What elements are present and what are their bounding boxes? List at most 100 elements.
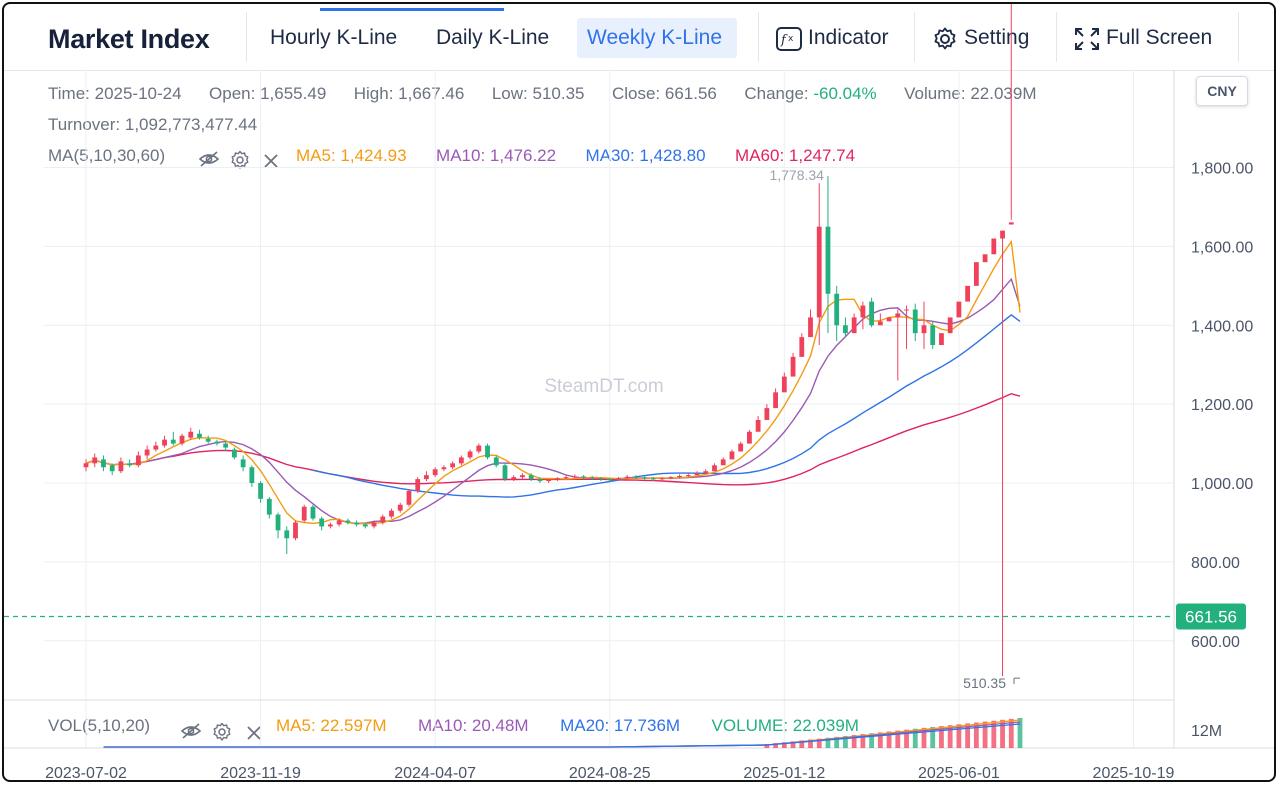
candle[interactable]	[284, 526, 290, 555]
candle[interactable]	[668, 475, 674, 480]
candle[interactable]	[877, 313, 883, 326]
candle[interactable]	[135, 451, 141, 468]
candle[interactable]	[310, 504, 316, 521]
candle[interactable]	[773, 388, 778, 409]
candle[interactable]	[642, 475, 648, 480]
candle[interactable]	[336, 518, 342, 527]
candle[interactable]	[537, 477, 543, 484]
candle[interactable]	[432, 467, 438, 478]
candle[interactable]	[834, 285, 840, 342]
candle[interactable]	[328, 522, 333, 529]
candle[interactable]	[659, 477, 665, 482]
candle[interactable]	[886, 317, 892, 322]
candle[interactable]	[860, 301, 866, 330]
candle[interactable]	[458, 455, 464, 466]
candle[interactable]	[205, 435, 211, 444]
candle[interactable]	[546, 479, 552, 484]
close-icon[interactable]	[246, 725, 262, 741]
candle[interactable]	[476, 443, 482, 454]
candle[interactable]	[685, 473, 691, 478]
candle[interactable]	[127, 459, 133, 468]
candle[interactable]	[415, 477, 421, 493]
eye-off-icon[interactable]	[198, 150, 220, 168]
candle[interactable]	[572, 474, 578, 479]
candle[interactable]	[424, 471, 429, 482]
candle[interactable]	[83, 459, 89, 472]
candle[interactable]	[677, 474, 682, 479]
candle[interactable]	[973, 262, 979, 286]
candle[interactable]	[179, 433, 185, 446]
candle[interactable]	[1000, 230, 1005, 677]
tab-hourly-kline[interactable]: Hourly K-Line	[270, 26, 398, 49]
candle[interactable]	[563, 475, 569, 480]
candle[interactable]	[825, 176, 831, 334]
candle[interactable]	[223, 441, 229, 452]
candle[interactable]	[650, 477, 656, 482]
candle[interactable]	[764, 404, 770, 420]
candle[interactable]	[275, 512, 281, 539]
candle[interactable]	[607, 478, 613, 482]
candle[interactable]	[554, 477, 560, 482]
fullscreen-button[interactable]: Full Screen	[1074, 18, 1234, 58]
candle[interactable]	[441, 465, 447, 472]
candle[interactable]	[1008, 4, 1014, 225]
candle[interactable]	[354, 520, 359, 527]
candle[interactable]	[170, 431, 176, 446]
candle[interactable]	[851, 313, 857, 334]
candle[interactable]	[153, 441, 159, 452]
kline-chart[interactable]: 600.00 800.00 1,000.00 1,200.00 1,400.00 1,60…	[4, 4, 1276, 780]
candle[interactable]	[808, 309, 813, 338]
candle[interactable]	[991, 238, 997, 255]
candle[interactable]	[729, 449, 735, 460]
candle[interactable]	[781, 372, 787, 393]
candle[interactable]	[380, 514, 386, 525]
candle[interactable]	[738, 441, 744, 452]
candle[interactable]	[598, 477, 604, 482]
candle[interactable]	[397, 502, 403, 513]
candle[interactable]	[109, 463, 115, 476]
candle[interactable]	[485, 443, 490, 460]
candle[interactable]	[371, 520, 377, 529]
candle[interactable]	[144, 445, 150, 460]
candle[interactable]	[389, 508, 394, 519]
candle[interactable]	[197, 429, 202, 440]
candle[interactable]	[912, 303, 918, 342]
candle[interactable]	[720, 457, 726, 466]
candle[interactable]	[528, 473, 534, 482]
candle[interactable]	[520, 473, 525, 480]
candle[interactable]	[843, 317, 848, 338]
gear-icon[interactable]	[212, 722, 232, 742]
candle[interactable]	[895, 309, 901, 381]
candle[interactable]	[450, 461, 456, 470]
candle[interactable]	[293, 520, 298, 541]
currency-button[interactable]: CNY	[1196, 76, 1248, 106]
candle[interactable]	[703, 469, 709, 474]
candle[interactable]	[755, 416, 761, 432]
candle[interactable]	[92, 453, 98, 468]
candle[interactable]	[511, 475, 517, 482]
candle[interactable]	[965, 285, 971, 302]
candle[interactable]	[869, 297, 875, 328]
candle[interactable]	[467, 449, 473, 460]
candle[interactable]	[188, 427, 194, 440]
candle[interactable]	[982, 254, 988, 263]
candle[interactable]	[904, 305, 909, 349]
candle[interactable]	[589, 475, 595, 480]
candle[interactable]	[581, 475, 586, 480]
candle[interactable]	[799, 333, 805, 357]
candle[interactable]	[406, 488, 412, 507]
candle[interactable]	[502, 463, 508, 482]
candle[interactable]	[947, 317, 953, 334]
candle[interactable]	[633, 475, 639, 480]
candle[interactable]	[258, 481, 263, 503]
candle[interactable]	[616, 477, 621, 482]
candle[interactable]	[345, 518, 351, 525]
eye-off-icon[interactable]	[180, 722, 202, 740]
candle[interactable]	[790, 352, 796, 377]
candle[interactable]	[816, 183, 822, 346]
candle[interactable]	[712, 463, 717, 472]
tab-weekly-kline[interactable]: Weekly K-Line	[577, 18, 737, 58]
candle[interactable]	[939, 333, 944, 346]
candle[interactable]	[362, 522, 368, 529]
close-icon[interactable]	[263, 153, 279, 169]
